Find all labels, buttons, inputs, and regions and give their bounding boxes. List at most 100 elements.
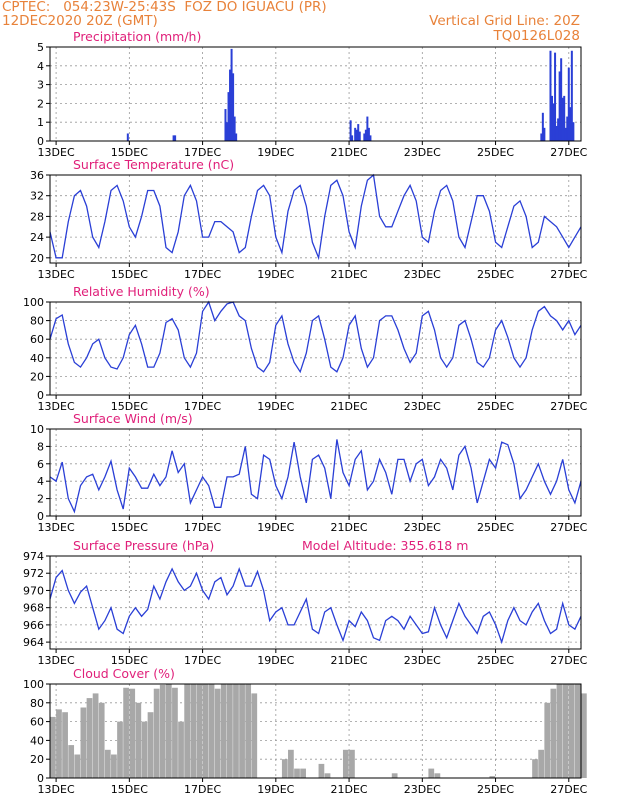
precip-bar [367, 127, 370, 141]
precip-bar [567, 67, 570, 141]
cloud-bar [281, 759, 288, 778]
x-tick-label: 17DEC [184, 521, 221, 534]
precip-bar [570, 50, 573, 142]
cloud-bar [98, 702, 105, 778]
y-tick-label: 100 [23, 678, 44, 691]
y-tick-label: 80 [30, 697, 44, 710]
y-tick-label: 1 [37, 116, 44, 129]
model-code: TQ0126L028 [493, 28, 580, 44]
cloud-bar [86, 698, 93, 778]
x-tick-label: 23DEC [404, 783, 441, 796]
cloud-bar [135, 702, 142, 778]
cloud-bar [342, 749, 349, 778]
y-tick-label: 3 [37, 79, 44, 92]
x-tick-label: 17DEC [184, 146, 221, 159]
x-tick-label: 17DEC [184, 783, 221, 796]
y-tick-label: 966 [23, 619, 44, 632]
precip-bar [349, 120, 352, 141]
x-tick-label: 27DEC [550, 400, 587, 413]
precip-bar [549, 50, 552, 142]
x-tick-label: 19DEC [257, 521, 294, 534]
cloud-bar [489, 776, 496, 778]
panel-frame [49, 174, 582, 264]
x-tick-label: 27DEC [550, 521, 587, 534]
cloud-bar [300, 768, 306, 778]
precip-bar [229, 69, 232, 141]
precip-bar [172, 135, 175, 141]
cloud-bar [214, 688, 221, 778]
cloud-bar [227, 684, 233, 778]
cloud-bar [56, 709, 62, 778]
precip-bar [369, 135, 372, 141]
precip-bar [363, 133, 366, 141]
cloud-bar [556, 684, 563, 778]
cloud-bar [239, 684, 245, 778]
x-tick-label: 19DEC [257, 146, 294, 159]
precip-bar [354, 127, 357, 141]
cloud-bar [318, 763, 325, 778]
cloud-bar [568, 684, 575, 778]
precip-bar [126, 133, 129, 141]
y-tick-label: 970 [23, 584, 44, 597]
cloud-bar [538, 749, 545, 778]
cloud-bar [74, 754, 81, 778]
y-tick-label: 2 [37, 493, 44, 506]
precip-bar [561, 97, 564, 141]
x-tick-label: 19DEC [257, 783, 294, 796]
cloud-bar [50, 716, 56, 778]
x-tick-label: 15DEC [111, 783, 148, 796]
cloud-bar [208, 684, 215, 778]
precip-bar [554, 52, 557, 141]
series-line [49, 566, 582, 645]
cloud-bar [574, 684, 581, 778]
y-tick-label: 32 [30, 190, 44, 203]
y-tick-label: 974 [23, 550, 44, 563]
cloud-bar [129, 688, 136, 778]
panel-title: Surface Wind (m/s) [73, 411, 193, 426]
cloud-bar [220, 684, 227, 778]
precip-bar [560, 58, 563, 141]
y-tick-label: 36 [30, 169, 44, 182]
x-tick-label: 25DEC [477, 521, 514, 534]
y-tick-label: 100 [23, 296, 44, 309]
x-tick-label: 25DEC [477, 268, 514, 281]
y-tick-label: 60 [30, 716, 44, 729]
y-tick-label: 60 [30, 333, 44, 346]
precip-bar [558, 71, 561, 141]
cloud-bar [62, 712, 68, 778]
panel-3: Relative Humidity (%) 0 20 40 60 80 100 13DEC 15… [23, 284, 588, 413]
x-tick-label: 17DEC [184, 400, 221, 413]
cloud-bar [324, 773, 331, 778]
cloud-bar [550, 688, 557, 778]
x-tick-label: 27DEC [550, 654, 587, 667]
precip-bar [235, 133, 238, 141]
cloud-bar [245, 684, 252, 778]
cloud-bar [117, 721, 123, 778]
precip-bar [227, 92, 230, 141]
cloud-bar [123, 687, 129, 778]
x-tick-label: 23DEC [404, 521, 441, 534]
y-tick-label: 8 [37, 440, 44, 453]
y-tick-label: 4 [37, 475, 44, 488]
precip-bar [563, 95, 566, 141]
precip-bar [566, 116, 569, 141]
panel-1: Precipitation (mm/h) 0 1 2 3 4 5 13DEC 15DEC 17DE… [37, 29, 588, 159]
y-tick-label: 80 [30, 315, 44, 328]
y-tick-label: 40 [30, 352, 44, 365]
x-tick-label: 13DEC [38, 783, 75, 796]
precip-bar [232, 73, 235, 141]
cloud-bar [153, 688, 160, 778]
panel-title: Surface Temperature (nC) [73, 157, 234, 172]
precip-bar [540, 133, 543, 141]
precip-bar [233, 116, 236, 141]
y-tick-label: 4 [37, 60, 44, 73]
cloud-bar [288, 749, 294, 778]
cloud-bar [233, 684, 239, 778]
cloud-bar [251, 693, 258, 778]
precip-bar [564, 127, 567, 141]
cloud-bar [562, 684, 569, 778]
cloud-bar [190, 684, 197, 778]
y-tick-label: 5 [37, 41, 44, 54]
panel-title: Precipitation (mm/h) [73, 29, 201, 44]
precip-bar [572, 122, 575, 141]
